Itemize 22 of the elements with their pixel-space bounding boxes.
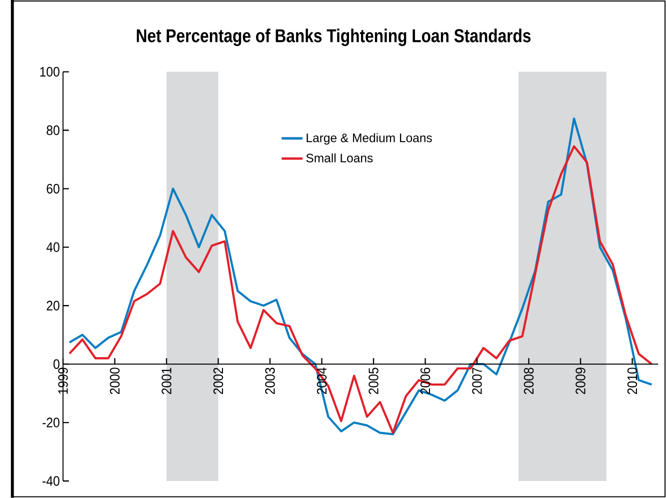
y-tick-label: -20 — [42, 418, 60, 428]
y-tick-label: 0 — [54, 359, 60, 370]
x-tick-label: 2003 — [265, 368, 275, 394]
legend-label: Small Loans — [306, 154, 373, 163]
y-tick-label: 40 — [46, 242, 60, 252]
y-tick-label: 100 — [40, 67, 60, 77]
y-tick-label: 80 — [46, 126, 60, 136]
x-tick-label: 2008 — [524, 368, 534, 394]
y-tick-label: -40 — [42, 476, 60, 486]
x-tick-label: 2007 — [472, 368, 482, 394]
legend-label: Large & Medium Loans — [306, 133, 432, 145]
x-tick-label: 2010 — [627, 368, 638, 394]
y-tick-label: 60 — [46, 184, 60, 194]
x-tick-label: 2005 — [368, 368, 378, 394]
x-tick-label: 2000 — [110, 368, 120, 394]
y-tick-label: 20 — [46, 300, 60, 311]
x-tick-label: 2002 — [213, 368, 224, 394]
x-tick-label: 2009 — [576, 368, 586, 394]
chart-title: Net Percentage of Banks Tightening Loan Standards — [136, 28, 531, 46]
x-tick-label: 2001 — [162, 368, 172, 394]
x-tick-label: 2006 — [420, 368, 430, 394]
x-tick-label: 2004 — [316, 368, 327, 394]
